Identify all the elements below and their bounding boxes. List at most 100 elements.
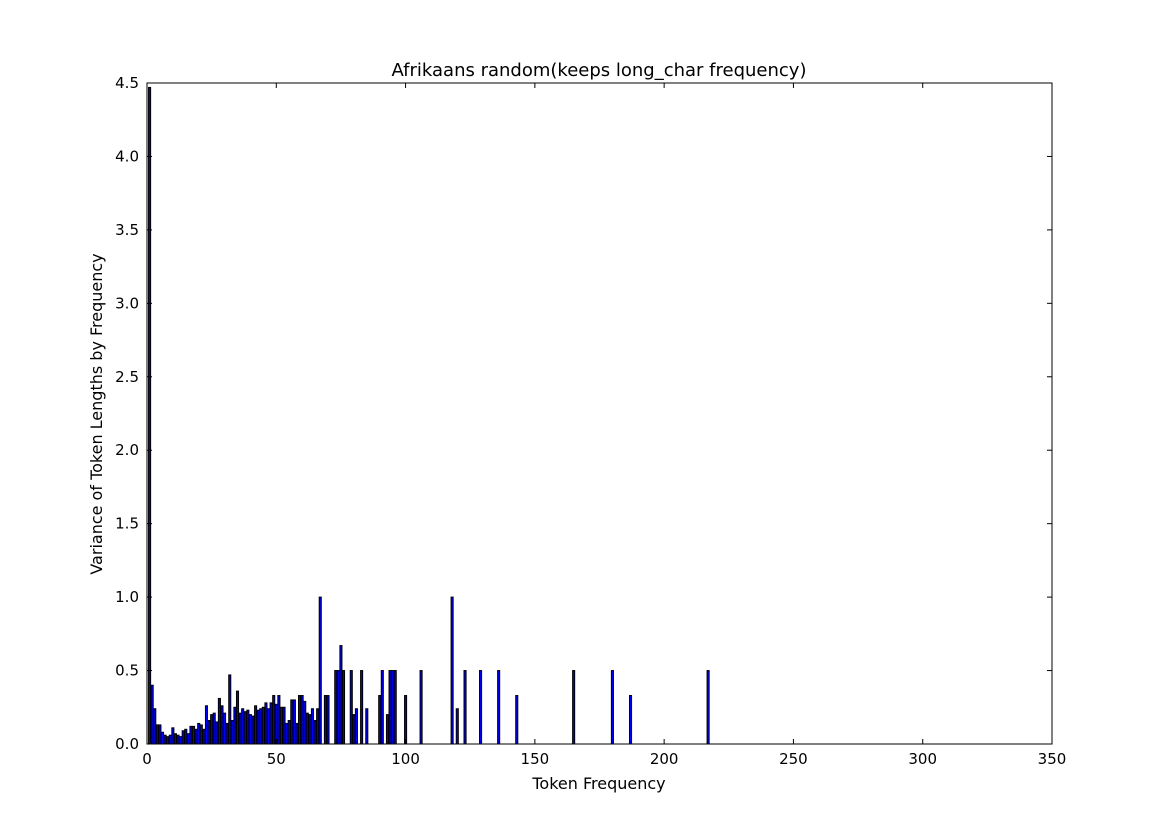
bar bbox=[354, 708, 358, 745]
bar bbox=[235, 690, 240, 745]
bar bbox=[181, 730, 185, 745]
bar bbox=[166, 736, 170, 745]
y-tick-label: 1.5 bbox=[115, 515, 139, 533]
y-tick-label: 2.0 bbox=[115, 441, 139, 459]
x-tick-label: 150 bbox=[521, 750, 550, 768]
x-axis-label: Token Frequency bbox=[531, 774, 665, 793]
bar bbox=[153, 708, 157, 745]
bar bbox=[179, 736, 183, 745]
bar bbox=[303, 700, 307, 745]
bar bbox=[290, 699, 294, 745]
bar bbox=[380, 670, 384, 745]
bar bbox=[419, 670, 423, 745]
bar bbox=[155, 724, 159, 745]
bar bbox=[497, 670, 501, 745]
bar bbox=[199, 724, 203, 745]
bar bbox=[316, 708, 320, 745]
bar bbox=[254, 705, 258, 745]
bar bbox=[269, 702, 273, 745]
bar bbox=[189, 725, 193, 745]
bar bbox=[204, 705, 209, 745]
bar bbox=[404, 695, 408, 745]
bar bbox=[212, 712, 216, 745]
bar bbox=[259, 708, 263, 745]
bar bbox=[282, 706, 286, 745]
bar bbox=[173, 733, 177, 745]
x-tick-label: 200 bbox=[650, 750, 679, 768]
y-tick-label: 4.5 bbox=[115, 74, 139, 92]
bar bbox=[272, 695, 276, 745]
bar bbox=[628, 695, 633, 745]
x-tick-label: 0 bbox=[142, 750, 152, 768]
bar bbox=[572, 670, 576, 745]
bar bbox=[360, 670, 364, 745]
bar bbox=[256, 709, 260, 745]
bar bbox=[479, 670, 483, 745]
bar bbox=[210, 714, 214, 745]
bar bbox=[706, 670, 710, 745]
x-tick-label: 50 bbox=[267, 750, 286, 768]
bar bbox=[313, 720, 317, 745]
x-tick-label: 250 bbox=[779, 750, 808, 768]
bar bbox=[264, 702, 268, 745]
plot-frame bbox=[146, 82, 1053, 745]
bar bbox=[298, 695, 302, 745]
bar bbox=[385, 714, 390, 745]
bar bbox=[261, 706, 265, 745]
bar bbox=[171, 727, 175, 745]
y-tick-label: 3.0 bbox=[115, 294, 139, 312]
chart-title: Afrikaans random(keeps long_char frequen… bbox=[392, 60, 807, 81]
bar bbox=[238, 712, 242, 745]
bar bbox=[168, 734, 172, 745]
bar bbox=[202, 728, 206, 745]
bar bbox=[610, 670, 614, 745]
bar bbox=[391, 670, 395, 745]
bar bbox=[158, 724, 162, 745]
y-tick-label: 2.5 bbox=[115, 368, 139, 386]
bar bbox=[220, 705, 224, 745]
bar bbox=[352, 714, 356, 745]
bar bbox=[225, 722, 229, 745]
bar bbox=[184, 728, 188, 745]
bar bbox=[336, 670, 340, 745]
bar bbox=[318, 596, 322, 745]
bar bbox=[160, 731, 165, 745]
ticks-group: 0 50 100 150 200 250 300 350 0.0 0.5 1.0 1.5 2.0 2.5 3… bbox=[115, 74, 1066, 768]
y-tick-label: 3.5 bbox=[115, 221, 139, 239]
bar bbox=[163, 734, 167, 745]
bar bbox=[243, 711, 247, 745]
bar bbox=[323, 695, 327, 745]
bar bbox=[341, 670, 346, 745]
bar bbox=[339, 645, 343, 745]
bar bbox=[463, 670, 467, 745]
y-tick-label: 0.0 bbox=[115, 735, 139, 753]
bar bbox=[186, 733, 190, 745]
bar bbox=[150, 684, 154, 745]
bar bbox=[248, 714, 252, 745]
bar bbox=[148, 86, 152, 745]
bar bbox=[266, 708, 271, 745]
bar bbox=[241, 708, 245, 745]
bar bbox=[515, 695, 519, 745]
bar bbox=[215, 721, 219, 745]
bar bbox=[334, 670, 338, 745]
bar bbox=[194, 728, 198, 745]
bar bbox=[277, 695, 281, 745]
bar bbox=[450, 596, 454, 745]
x-tick-label: 300 bbox=[908, 750, 937, 768]
bar bbox=[207, 720, 211, 745]
bar bbox=[223, 712, 227, 745]
bar bbox=[176, 734, 180, 745]
bar bbox=[349, 670, 353, 745]
bar bbox=[233, 706, 237, 745]
bar bbox=[217, 697, 221, 745]
y-axis-label: Variance of Token Lengths by Frequency bbox=[87, 253, 106, 574]
bar bbox=[274, 703, 278, 745]
bar bbox=[300, 695, 304, 745]
y-tick-label: 1.0 bbox=[115, 588, 139, 606]
bar bbox=[326, 695, 330, 745]
bar bbox=[246, 709, 250, 745]
bar bbox=[287, 720, 291, 745]
